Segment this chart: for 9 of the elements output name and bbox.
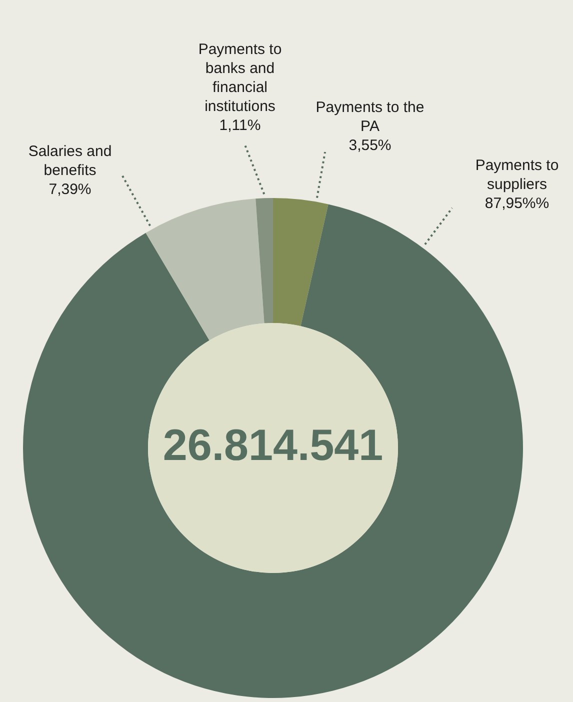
slice-label: Salaries and benefits — [28, 143, 112, 179]
text: 26.814.541 — [162, 421, 384, 470]
slice-label: Payments to suppliers — [475, 157, 559, 193]
slice-label: Payments to the PA — [316, 99, 424, 135]
slice-label: Payments to banks and financial institutions — [198, 41, 282, 115]
data-label: 1,11% — [219, 117, 261, 134]
data-label: 7,39% — [48, 181, 92, 198]
data-label: 87,95%% — [484, 195, 550, 212]
data-label: 3,55% — [348, 137, 392, 154]
